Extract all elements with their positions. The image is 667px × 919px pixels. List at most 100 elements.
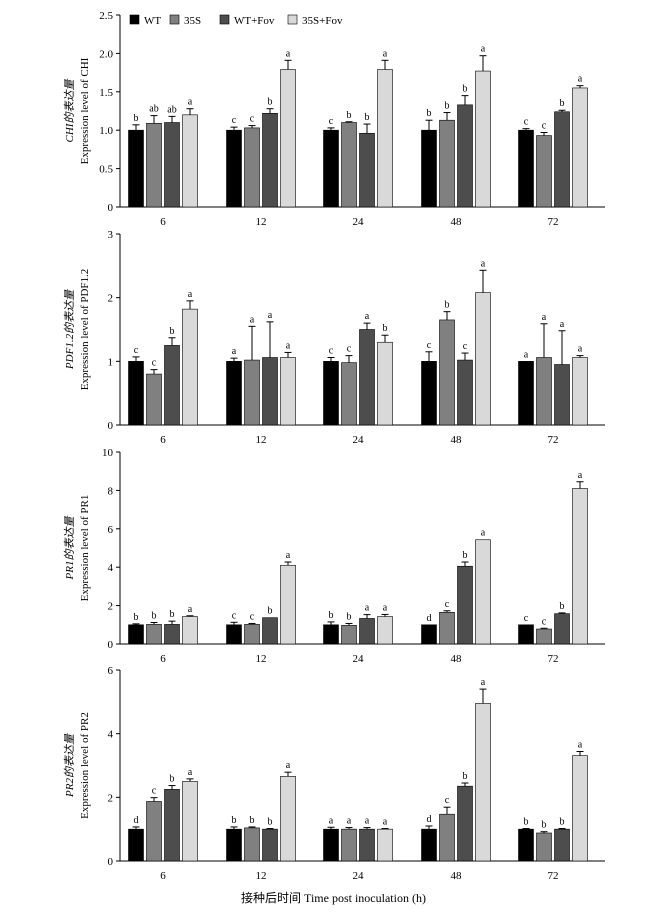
- bar-wt-fov: [554, 613, 570, 645]
- y-tick-label: 2.0: [99, 48, 113, 60]
- legend-item-wt: WT: [129, 14, 161, 27]
- significance-letter: c: [250, 611, 255, 622]
- significance-letter: c: [152, 786, 157, 797]
- bar-wt: [226, 361, 242, 426]
- significance-letter: a: [383, 817, 388, 828]
- significance-letter: a: [188, 767, 193, 778]
- significance-letter: b: [463, 84, 468, 95]
- bar-wt: [518, 624, 534, 645]
- significance-letter: d: [134, 815, 139, 826]
- significance-letter: a: [578, 74, 583, 85]
- y-tick-label: 6: [108, 665, 114, 677]
- significance-letter: a: [188, 604, 193, 615]
- significance-letter: b: [524, 817, 529, 828]
- x-tick-label: 6: [160, 870, 166, 882]
- bar-wt-fov: [457, 785, 473, 862]
- legend-label-wt-fov: WT+Fov: [234, 15, 275, 27]
- bar-wt: [226, 129, 242, 208]
- significance-letter: a: [481, 677, 486, 688]
- significance-letter: c: [347, 344, 352, 355]
- significance-letter: b: [560, 98, 565, 109]
- significance-letter: c: [445, 599, 450, 610]
- significance-letter: a: [268, 310, 273, 321]
- significance-letter: b: [170, 774, 175, 785]
- bar-wt-fov: [457, 104, 473, 208]
- significance-letter: b: [268, 817, 273, 828]
- bar-35s-fov: [572, 357, 588, 426]
- y-axis-label-cn: PR1的表达量: [63, 516, 76, 581]
- bar-35s-fov: [572, 755, 588, 862]
- legend-item-35s: 35S: [169, 14, 201, 27]
- x-tick-label: 24: [353, 216, 365, 228]
- y-tick-label: 8: [108, 485, 114, 497]
- significance-letter: c: [524, 613, 529, 624]
- bar-35s-fov: [377, 341, 393, 426]
- x-tick-label: 72: [548, 434, 559, 446]
- bar-wt: [518, 828, 534, 862]
- y-tick-label: 0: [108, 639, 114, 651]
- x-tick-label: 72: [548, 870, 559, 882]
- bar-35s: [244, 624, 260, 645]
- y-tick-label: 2: [108, 792, 114, 804]
- significance-letter: ab: [167, 104, 176, 115]
- bar-wt: [323, 361, 339, 426]
- y-axis-label-en: Expression level of PR2: [79, 712, 91, 819]
- significance-letter: c: [232, 610, 237, 621]
- y-axis-label-en: Expression level of PR1: [79, 495, 91, 602]
- legend-swatch-35s-fov: [287, 14, 298, 25]
- x-tick-label: 24: [353, 653, 365, 665]
- significance-letter: c: [250, 114, 255, 125]
- significance-letter: a: [383, 48, 388, 59]
- significance-letter: a: [578, 344, 583, 355]
- significance-letter: c: [524, 117, 529, 128]
- y-tick-label: 2: [108, 293, 114, 305]
- bar-wt: [128, 361, 144, 426]
- bar-wt: [421, 361, 437, 426]
- y-axis-label-cn: PR2的表达量: [63, 733, 76, 798]
- significance-letter: b: [232, 815, 237, 826]
- y-axis-label-cn: CHI的表达量: [63, 79, 76, 143]
- significance-letter: b: [347, 110, 352, 121]
- significance-letter: a: [365, 816, 370, 827]
- bar-wt: [128, 624, 144, 645]
- bar-35s-fov: [182, 114, 198, 208]
- x-tick-label: 6: [160, 216, 166, 228]
- bar-wt-fov: [164, 789, 180, 862]
- bar-35s-fov: [182, 781, 198, 862]
- bar-wt: [226, 624, 242, 645]
- significance-letter: a: [232, 346, 237, 357]
- bar-35s-fov: [475, 703, 491, 862]
- bar-35s: [341, 122, 357, 208]
- bar-35s: [146, 624, 162, 645]
- x-tick-label: 24: [353, 870, 365, 882]
- bar-wt: [421, 624, 437, 645]
- bar-35s-fov: [377, 616, 393, 645]
- bar-wt-fov: [457, 565, 473, 645]
- bar-wt: [323, 624, 339, 645]
- significance-letter: c: [427, 340, 432, 351]
- significance-letter: a: [481, 44, 486, 55]
- significance-letter: a: [286, 340, 291, 351]
- significance-letter: b: [560, 817, 565, 828]
- legend-item-wt-fov: WT+Fov: [219, 14, 275, 27]
- y-tick-label: 4: [108, 729, 114, 741]
- bar-35s: [244, 359, 260, 426]
- bar-wt: [323, 129, 339, 208]
- significance-letter: a: [286, 760, 291, 771]
- y-tick-label: 4: [108, 562, 114, 574]
- y-tick-label: 2: [108, 601, 114, 613]
- significance-letter: b: [152, 610, 157, 621]
- bar-35s: [341, 625, 357, 645]
- significance-letter: a: [560, 319, 565, 330]
- legend-item-35s-fov: 35S+Fov: [287, 14, 343, 27]
- bar-35s: [146, 373, 162, 426]
- x-tick-label: 12: [256, 216, 267, 228]
- significance-letter: ab: [149, 104, 158, 115]
- significance-letter: c: [329, 116, 334, 127]
- significance-letter: b: [134, 113, 139, 124]
- x-tick-label: 72: [548, 216, 559, 228]
- legend-label-wt: WT: [144, 15, 161, 27]
- y-axis-label-en: Expression level of CHI: [79, 57, 91, 164]
- significance-letter: b: [542, 820, 547, 831]
